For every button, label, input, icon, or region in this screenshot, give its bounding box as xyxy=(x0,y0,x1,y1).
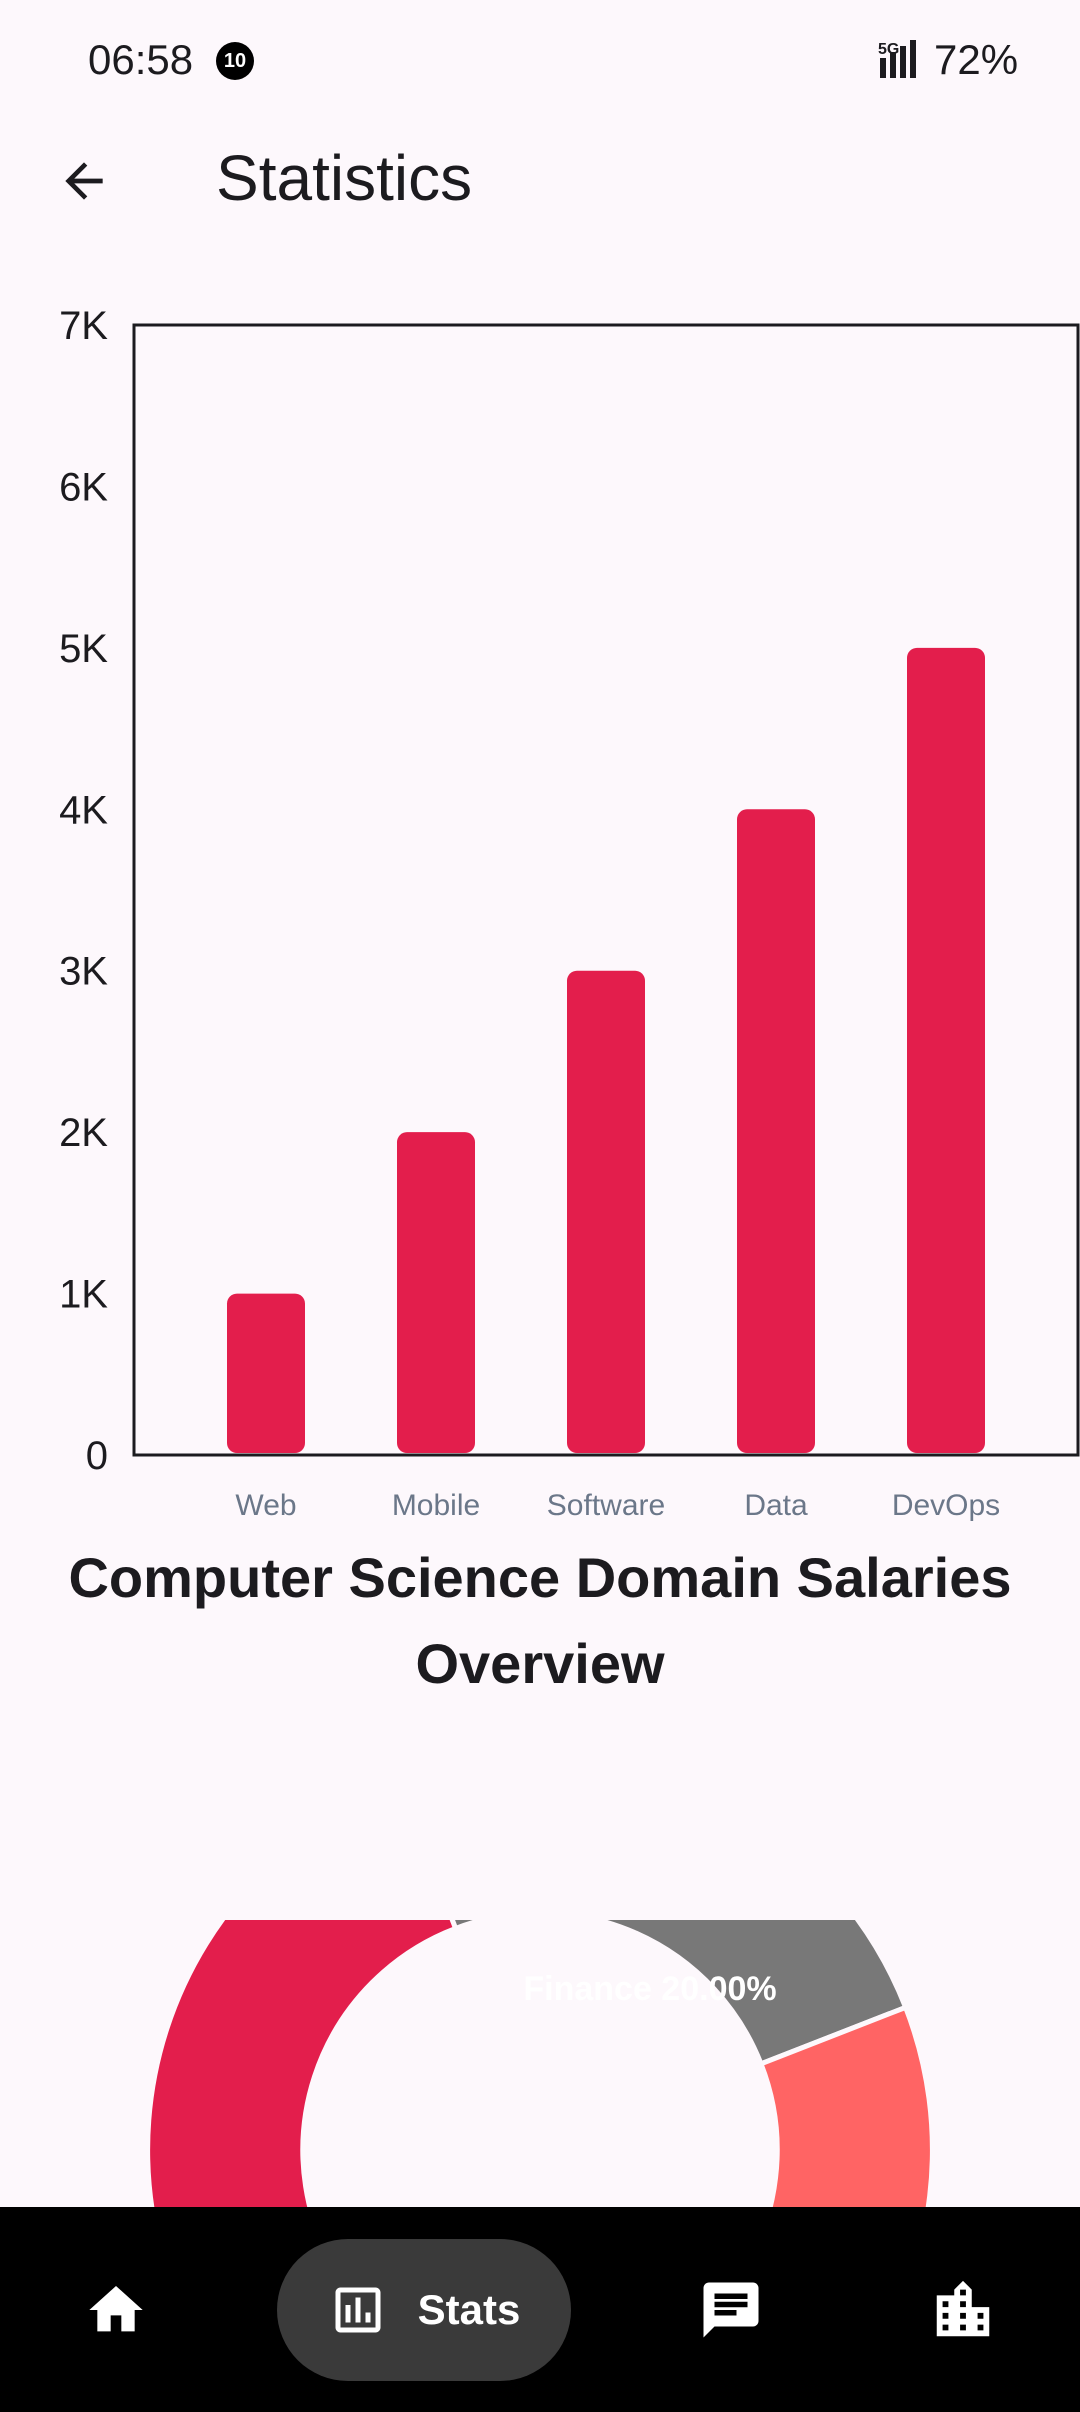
domain-donut-chart: Finance 20.00% xyxy=(145,1920,935,2220)
y-tick-label: 3K xyxy=(59,950,108,994)
battery-level: 72% xyxy=(934,36,1019,83)
x-tick-label: Mobile xyxy=(392,1489,480,1522)
donut-label-finance: Finance 20.00% xyxy=(523,1970,776,2008)
nav-home[interactable] xyxy=(66,2207,166,2412)
status-bar: 06:58 10 5G 72% xyxy=(0,0,1080,125)
nav-chat[interactable] xyxy=(681,2207,781,2412)
home-icon xyxy=(89,2285,143,2331)
plot-frame xyxy=(132,323,1080,1457)
x-tick-label: DevOps xyxy=(892,1489,1000,1522)
arrow-back-icon xyxy=(65,162,103,200)
y-tick-label: 2K xyxy=(59,1111,108,1155)
notification-badge: 10 xyxy=(216,42,254,80)
nav-stats[interactable]: Stats xyxy=(277,2239,571,2381)
x-tick-label: Web xyxy=(235,1489,296,1522)
donut-segment-finance xyxy=(449,1920,909,2068)
bar-devops xyxy=(907,647,985,1453)
chat-icon xyxy=(703,2282,759,2337)
nav-stats-label: Stats xyxy=(417,2286,521,2333)
donut-segment-coral xyxy=(757,2004,935,2220)
bottom-navigation: Stats xyxy=(0,2207,1080,2412)
back-button[interactable] xyxy=(48,145,120,217)
y-tick-label: 1K xyxy=(59,1273,108,1317)
network-type: 5G xyxy=(878,41,899,58)
bar-mobile xyxy=(397,1132,475,1453)
stats-icon xyxy=(335,2287,381,2333)
y-axis-ticks: 0 1K 2K 3K 4K 5K 6K 7K xyxy=(59,304,108,1478)
app-bar: Statistics xyxy=(0,125,1080,235)
bar-web xyxy=(227,1293,305,1453)
chart-title: Computer Science Domain Salaries Overvie… xyxy=(68,1546,1012,1695)
bar-software xyxy=(567,970,645,1453)
page-title: Statistics xyxy=(216,142,473,214)
signal-icon: 5G xyxy=(878,40,916,78)
salary-bar-chart: 0 1K 2K 3K 4K 5K 6K 7K Web Mobile Software Data Dev… xyxy=(59,304,1080,1522)
y-tick-label: 4K xyxy=(59,788,108,832)
bar-data xyxy=(737,809,815,1453)
donut-segment-red xyxy=(145,1920,459,2220)
status-time: 06:58 xyxy=(88,36,194,83)
bars xyxy=(227,647,985,1453)
y-tick-label: 5K xyxy=(59,627,108,671)
y-tick-label: 7K xyxy=(59,304,108,348)
x-tick-label: Software xyxy=(547,1489,665,1522)
y-tick-label: 0 xyxy=(86,1434,108,1478)
y-tick-label: 6K xyxy=(59,465,108,509)
x-axis-ticks: Web Mobile Software Data DevOps xyxy=(235,1489,1000,1522)
x-tick-label: Data xyxy=(744,1489,808,1522)
nav-companies[interactable] xyxy=(913,2207,1013,2412)
companies-icon xyxy=(936,2280,990,2336)
